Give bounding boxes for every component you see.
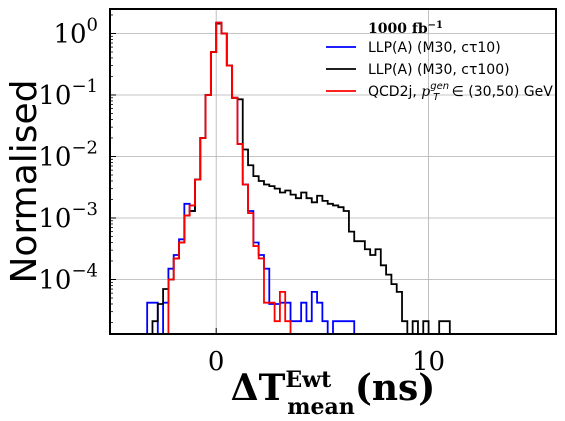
x-axis-title-sub: mean (287, 394, 355, 420)
y-axis-title: Normalised (4, 79, 45, 283)
x-tick-label: 0 (208, 347, 225, 377)
plot-frame (109, 8, 557, 335)
y-tick-label: 10−4 (38, 261, 98, 296)
series-layer (146, 21, 451, 334)
axis-ticks: 0 10 100 10−1 10−2 10−3 10−4 (38, 14, 445, 377)
series-line-1 (146, 21, 356, 334)
series-line-3 (167, 21, 292, 334)
y-tick-label: 10−2 (38, 137, 98, 172)
legend-label-2: LLP(A) (M30, cτ100) (368, 62, 510, 78)
x-axis-title-sup: Ewt (285, 367, 332, 393)
legend-label-3: QCD2j, pgen T ∈ (30,50) GeV (368, 81, 553, 103)
legend-label-1: LLP(A) (M30, cτ10) (368, 40, 501, 56)
grid-lines (110, 9, 556, 334)
x-tick-label: 10 (412, 347, 445, 377)
x-axis-title-tail: (ns) (355, 367, 436, 409)
legend: 1000 fb−1 LLP(A) (M30, cτ10) LLP(A) (M30,… (326, 20, 553, 103)
y-tick-label: 10−1 (38, 76, 98, 111)
legend-title: 1000 fb−1 (368, 20, 443, 38)
y-tick-label: 10−3 (38, 199, 98, 234)
y-tick-label: 100 (53, 14, 98, 49)
x-axis-title: ΔTEwt mean(ns) (231, 367, 436, 420)
x-axis-title-base: ΔT (231, 367, 286, 409)
